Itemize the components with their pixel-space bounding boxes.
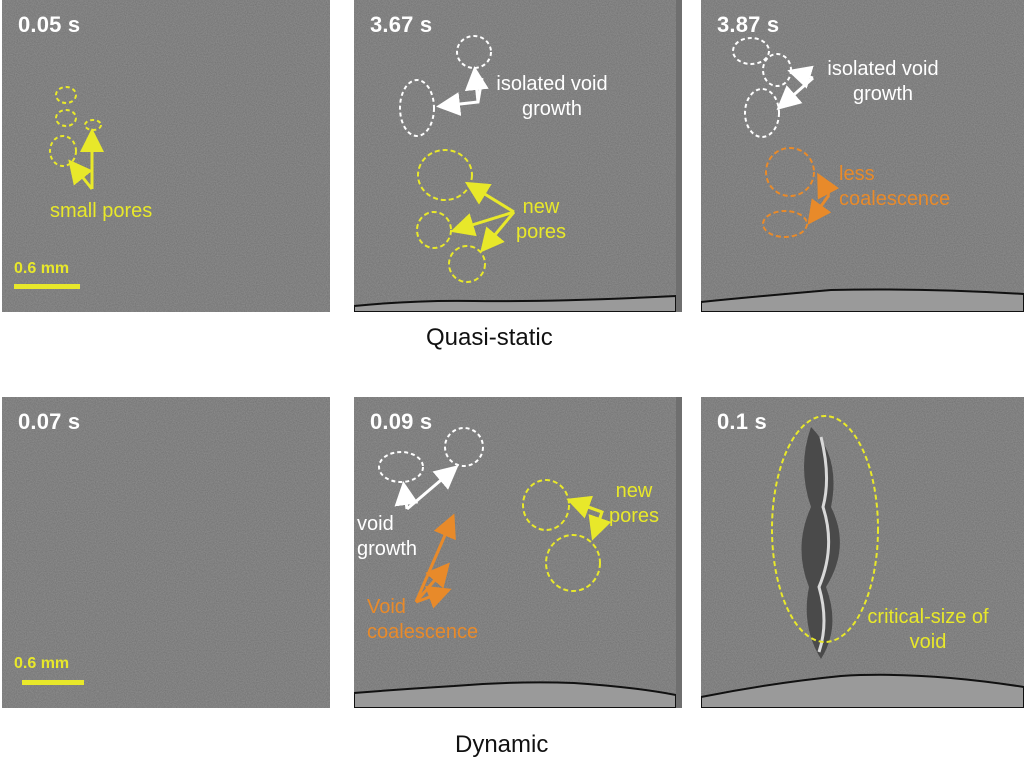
row-label-quasi-static: Quasi-static [426,324,553,351]
micrograph-texture [354,0,676,312]
annotation-small-pores: small pores [50,200,153,222]
scale-label: 0.6 mm [14,260,70,277]
row-label-dynamic: Dynamic [455,731,549,758]
specimen-edge [701,288,1024,312]
annotation-new-pores: new pores [608,480,660,527]
micrograph-texture [701,0,1024,312]
micrograph-panel-qs-2: 3.67 s isolated void growth new pores [354,0,682,312]
annotation-void-coalescence: Void coalescence [367,596,479,643]
micrograph-panel-dyn-1: 0.07 s 0.6 mm [2,397,330,708]
micrograph-texture [701,397,1024,708]
scale-bar [14,284,80,289]
annotation-new-pores: new pores [515,196,567,243]
time-stamp: 0.05 s [18,12,81,37]
specimen-edge [701,673,1024,708]
time-stamp: 3.87 s [717,12,780,37]
micrograph-texture [2,397,330,708]
time-stamp: 0.1 s [717,409,767,434]
specimen-edge [354,681,676,708]
time-stamp: 3.67 s [370,12,433,37]
micrograph-panel-qs-1: 0.05 s small pores 0.6 mm [2,0,330,312]
annotation-void-growth: void growth [357,513,418,560]
annotation-less-coalescence: less coalescence [839,163,951,210]
scale-bar [22,680,84,685]
micrograph-panel-dyn-2: 0.09 s void growth Void coalescence new … [354,397,682,708]
annotation-isolated-void-growth: isolated void growth [827,58,939,105]
micrograph-texture [354,397,676,708]
annotation-isolated-void-growth: isolated void growth [496,73,608,120]
specimen-edge [354,294,676,312]
scale-label: 0.6 mm [14,655,70,672]
micrograph-texture [2,0,330,312]
micrograph-panel-qs-3: 3.87 s isolated void growth less coalesc… [701,0,1024,312]
time-stamp: 0.07 s [18,409,81,434]
time-stamp: 0.09 s [370,409,433,434]
micrograph-panel-dyn-3: 0.1 s critical-size of void [701,397,1024,708]
annotation-critical-size-of-void: critical-size of void [867,606,989,653]
